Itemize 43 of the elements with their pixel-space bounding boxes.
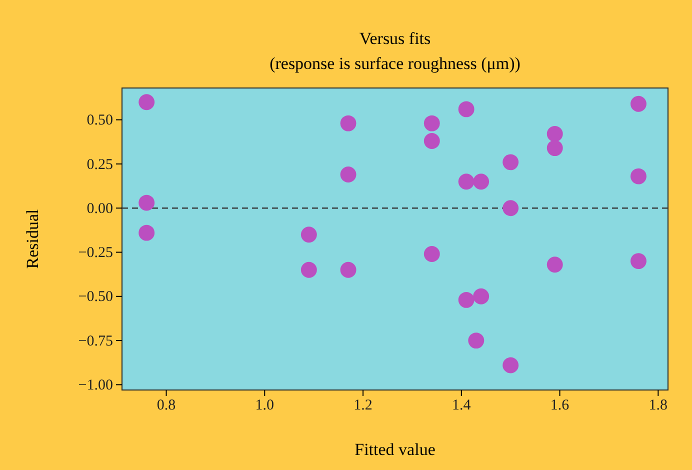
chart-subtitle: (response is surface roughness (μm)) — [270, 54, 520, 73]
y-tick-label: 0.25 — [86, 156, 113, 173]
point — [546, 256, 563, 273]
point — [630, 96, 646, 112]
point — [300, 262, 317, 278]
point — [340, 115, 356, 132]
point — [138, 194, 155, 211]
y-tick-label: −0.50 — [78, 289, 113, 306]
x-tick-label: 1.0 — [255, 398, 274, 414]
x-tick-label: 1.4 — [452, 398, 472, 414]
point — [138, 94, 155, 110]
x-tick-label: 1.2 — [354, 398, 372, 414]
x-tick-label: 1.6 — [550, 398, 570, 414]
point — [424, 133, 440, 149]
point — [473, 288, 490, 304]
point — [340, 262, 356, 278]
y-tick-label: −1.00 — [78, 378, 113, 394]
y-tick-label: 0.00 — [86, 200, 113, 217]
x-tick-label: 0.8 — [156, 398, 176, 414]
point — [138, 224, 155, 241]
point — [458, 101, 474, 118]
point — [473, 174, 490, 190]
point — [468, 332, 484, 349]
point — [502, 200, 519, 216]
point — [340, 166, 356, 182]
point — [546, 126, 563, 142]
y-tick-label: −0.75 — [78, 333, 113, 350]
point — [630, 253, 646, 270]
y-axis-title: Residual — [23, 208, 42, 269]
y-tick-label: 0.50 — [86, 112, 113, 129]
x-axis-title: Fitted value — [354, 440, 436, 459]
point — [630, 168, 646, 184]
point — [546, 140, 563, 156]
point — [300, 226, 317, 243]
point — [424, 115, 440, 132]
point — [458, 174, 474, 190]
point — [424, 246, 440, 262]
x-tick-label: 1.8 — [648, 398, 668, 414]
point — [502, 154, 519, 170]
chart-title: Versus fits — [359, 29, 431, 48]
y-tick-label: −0.25 — [78, 245, 113, 262]
point — [502, 357, 519, 374]
point — [458, 292, 474, 308]
